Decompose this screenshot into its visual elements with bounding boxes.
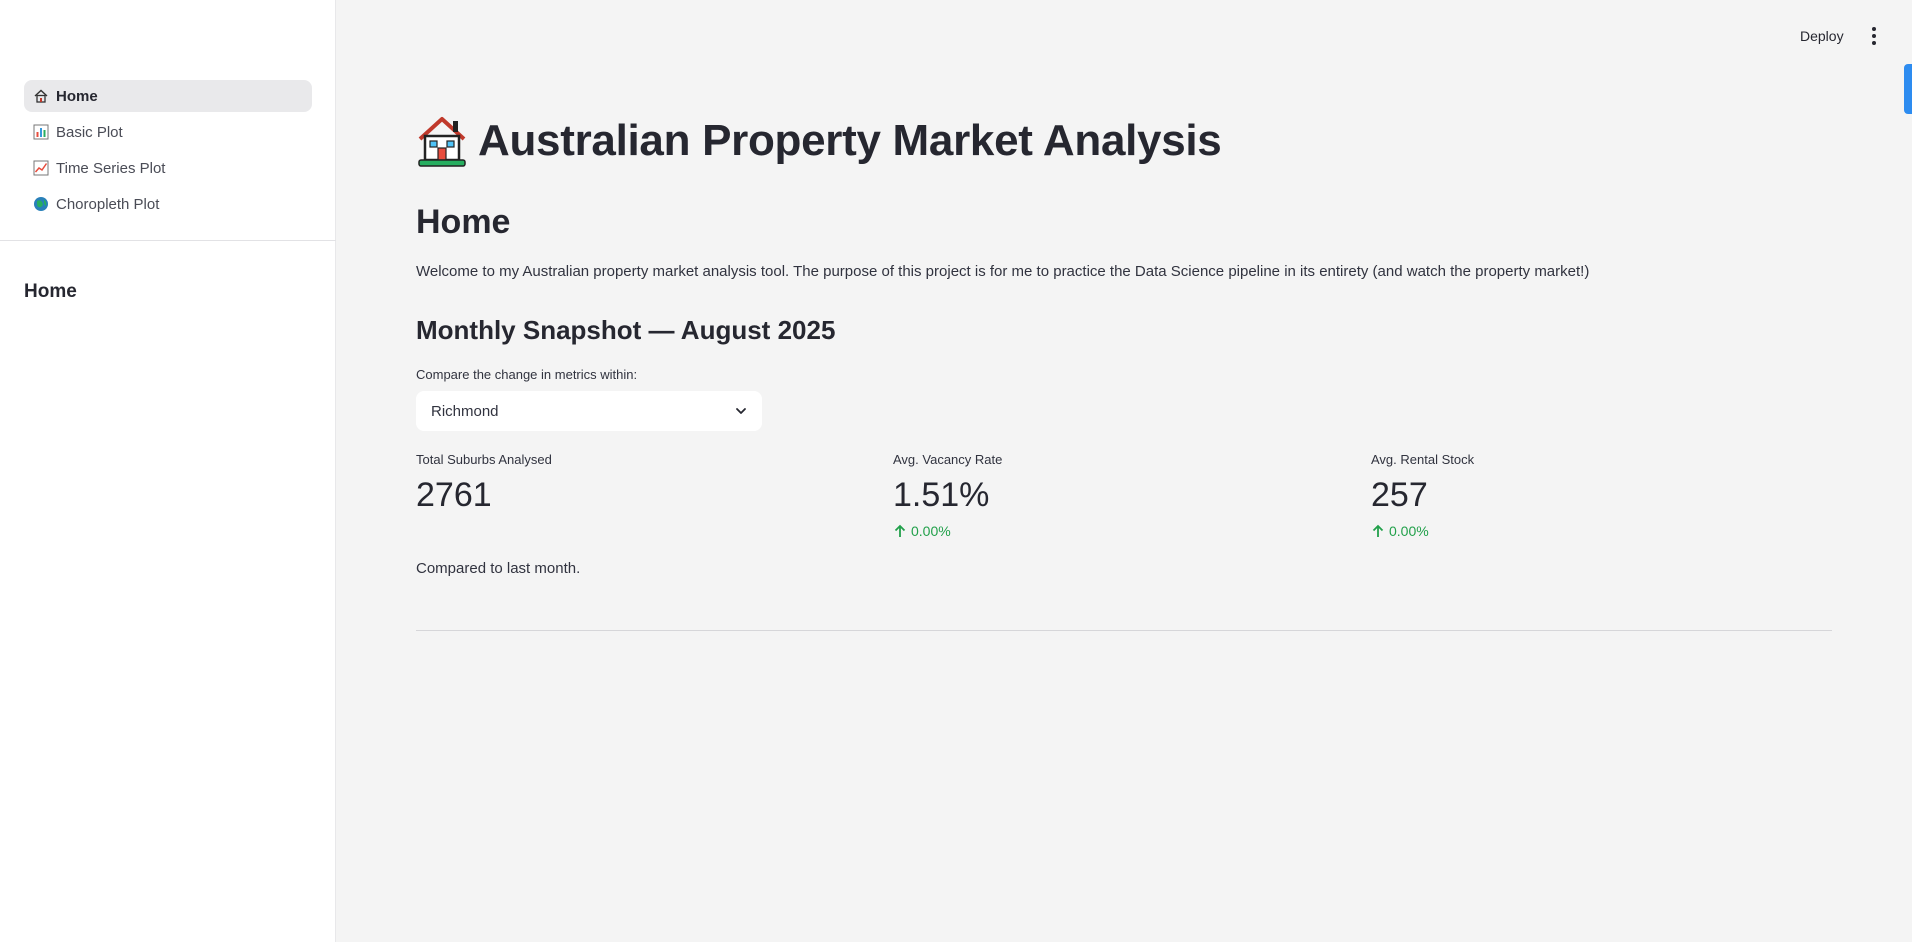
- page-title: Australian Property Market Analysis: [478, 116, 1222, 165]
- arrow-up-icon: [1372, 524, 1384, 537]
- arrow-up-icon: [894, 524, 906, 537]
- metric-delta: 0.00%: [1371, 523, 1474, 539]
- sidebar-item-choropleth-plot[interactable]: Choropleth Plot: [24, 188, 312, 220]
- deploy-button[interactable]: Deploy: [1800, 28, 1844, 44]
- sidebar-item-label: Basic Plot: [56, 123, 123, 141]
- sidebar-divider: [0, 240, 336, 241]
- sidebar-nav: Home Basic Plot: [24, 80, 312, 224]
- house-icon: [33, 88, 49, 104]
- region-select-label: Compare the change in metrics within:: [416, 367, 638, 382]
- metric-delta-value: 0.00%: [1389, 523, 1429, 539]
- intro-text: Welcome to my Australian property market…: [416, 263, 1590, 280]
- sidebar-item-time-series-plot[interactable]: Time Series Plot: [24, 152, 312, 184]
- comparison-note: Compared to last month.: [416, 560, 581, 577]
- metric-delta-value: 0.00%: [911, 523, 951, 539]
- edge-accent-bar: [1904, 64, 1912, 114]
- sidebar-item-home[interactable]: Home: [24, 80, 312, 112]
- snapshot-heading: Monthly Snapshot — August 2025: [416, 315, 836, 345]
- region-select-value: Richmond: [431, 402, 499, 420]
- metric-delta: 0.00%: [893, 523, 1002, 539]
- section-heading: Home: [416, 203, 511, 241]
- globe-icon: [33, 196, 49, 212]
- sidebar-item-basic-plot[interactable]: Basic Plot: [24, 116, 312, 148]
- house-with-garden-icon: [416, 114, 468, 168]
- metric-label: Total Suburbs Analysed: [416, 452, 552, 467]
- metric-label: Avg. Vacancy Rate: [893, 452, 1003, 467]
- title-row: Australian Property Market Analysis: [416, 114, 1222, 168]
- line-chart-icon: [33, 160, 49, 176]
- content-divider: [416, 630, 1832, 631]
- metric-value: 2761: [416, 476, 492, 514]
- metric-total-suburbs: Total Suburbs Analysed 2761: [416, 452, 552, 515]
- sidebar-item-label: Time Series Plot: [56, 159, 166, 177]
- chevron-down-icon: [734, 404, 748, 418]
- metric-label: Avg. Rental Stock: [1371, 452, 1475, 467]
- sidebar-item-label: Home: [56, 87, 98, 105]
- sidebar-item-label: Choropleth Plot: [56, 195, 160, 213]
- metric-rental-stock: Avg. Rental Stock 257 0.00%: [1371, 452, 1474, 539]
- sidebar: Home Basic Plot: [0, 0, 336, 942]
- sidebar-section-heading: Home: [24, 281, 77, 302]
- bar-chart-icon: [33, 124, 49, 140]
- more-vertical-icon[interactable]: [1866, 26, 1882, 46]
- region-select[interactable]: Richmond: [416, 391, 762, 431]
- metric-value: 257: [1371, 476, 1428, 514]
- metric-vacancy-rate: Avg. Vacancy Rate 1.51% 0.00%: [893, 452, 1002, 539]
- metric-value: 1.51%: [893, 476, 990, 514]
